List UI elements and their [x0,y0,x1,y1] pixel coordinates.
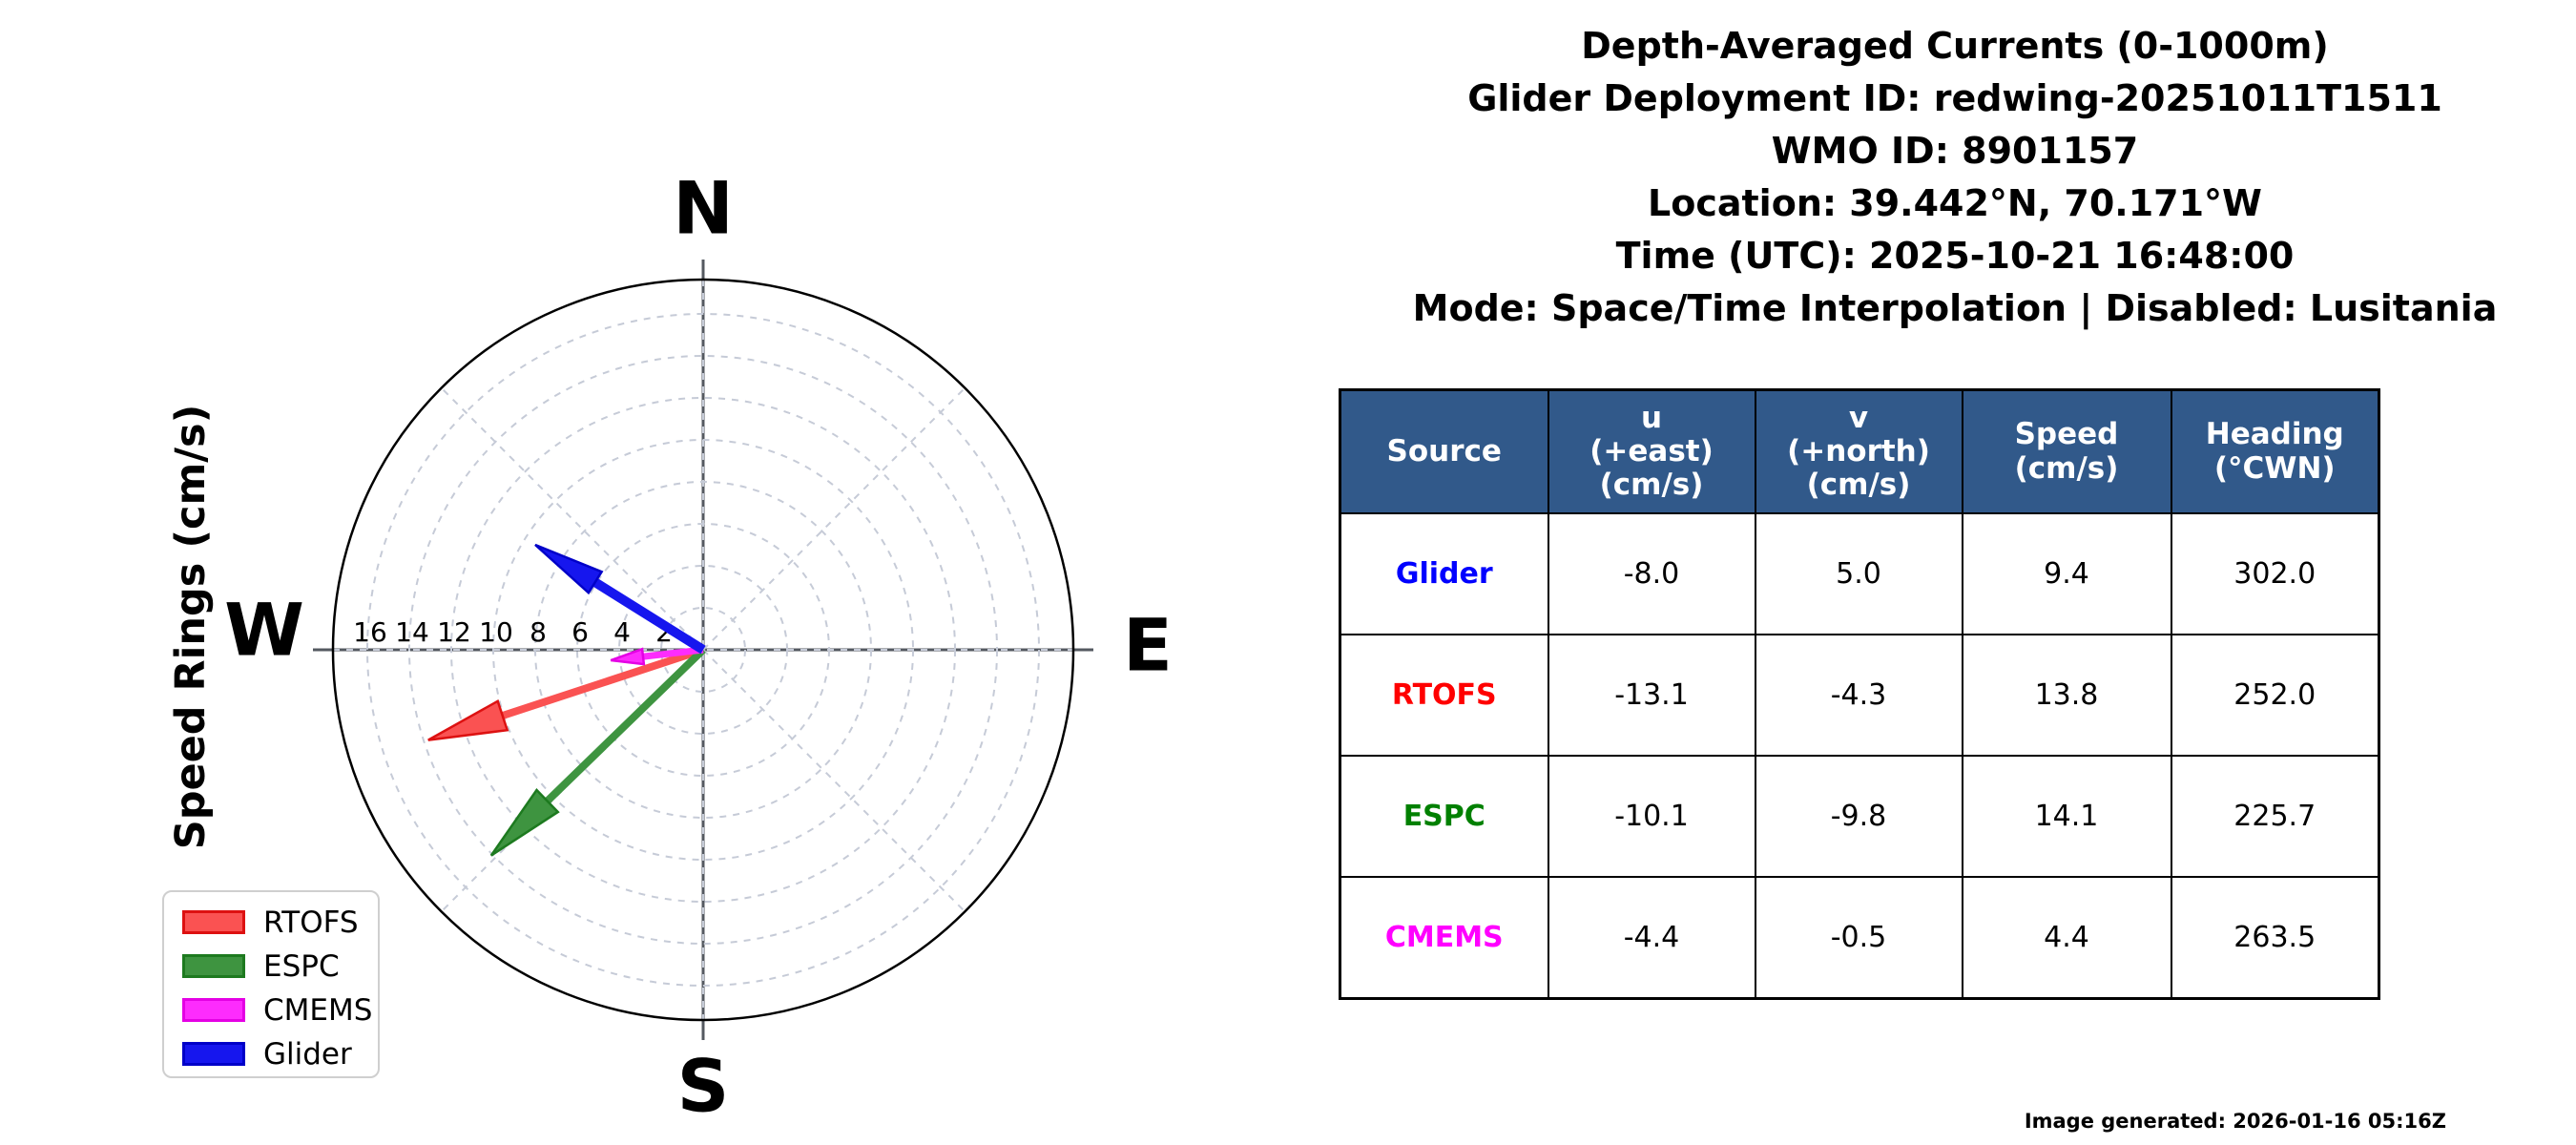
outer-circle [331,278,1075,1022]
diagonal-spoke-0 [702,649,966,913]
legend-item-glider: Glider [182,1036,378,1072]
row-cmems-speed: 4.4 [1961,876,2172,1000]
row-rtofs-heading: 252.0 [2170,634,2380,757]
ring-label-8: 8 [530,616,547,648]
legend-item-espc: ESPC [182,948,378,984]
header-heading: Heading (°CWN) [2170,388,2380,514]
legend-item-cmems: CMEMS [182,992,378,1028]
row-cmems-v: -0.5 [1754,876,1963,1000]
arrow-shaft-rtofs [467,646,705,731]
currents-table-wrap: Source u (+east) (cm/s) v (+north) (cm/s… [1339,388,2380,1000]
arrow-head-cmems [610,647,646,666]
row-rtofs-source: RTOFS [1339,634,1549,757]
row-espc-speed: 14.1 [1961,755,2172,878]
row-rtofs-speed: 13.8 [1961,634,2172,757]
row-glider-source: Glider [1339,512,1549,635]
ring-label-6: 6 [571,616,589,648]
arrow-head-glider [534,543,604,595]
diagonal-spoke-1 [702,386,966,651]
row-cmems-source: CMEMS [1339,876,1549,1000]
diagonal-spoke-2 [440,649,704,913]
arrow-head-rtofs [427,698,509,741]
title-line-6: Mode: Space/Time Interpolation | Disable… [1412,287,2498,329]
row-espc-heading: 225.7 [2170,755,2380,878]
compass-label-west: W [224,588,304,673]
row-glider-speed: 9.4 [1961,512,2172,635]
row-glider-u: -8.0 [1547,512,1756,635]
compass-label-east: E [1123,603,1173,688]
arrow-head-espc [489,788,560,857]
table-row: CMEMS -4.4 -0.5 4.4 263.5 [1339,876,2380,1000]
row-glider-heading: 302.0 [2170,512,2380,635]
ring-label-14: 14 [395,616,429,648]
legend-swatch-glider [182,1042,245,1066]
header-u: u (+east) (cm/s) [1547,388,1756,514]
speed-rings-axis-label: Speed Rings (cm/s) [167,404,215,850]
row-espc-u: -10.1 [1547,755,1756,878]
row-rtofs-v: -4.3 [1754,634,1963,757]
ring-label-4: 4 [613,616,631,648]
row-cmems-u: -4.4 [1547,876,1756,1000]
speed-ring-12 [450,397,956,903]
legend-label-rtofs: RTOFS [263,905,359,940]
row-rtofs-u: -13.1 [1547,634,1756,757]
speed-ring-14 [408,355,998,945]
legend-item-rtofs: RTOFS [182,905,378,940]
title-line-1: Depth-Averaged Currents (0-1000m) [1581,25,2329,67]
header-v: v (+north) (cm/s) [1754,388,1963,514]
title-line-3: WMO ID: 8901157 [1771,130,2139,172]
ring-label-10: 10 [479,616,513,648]
legend: RTOFS ESPC CMEMS Glider [162,890,380,1078]
row-glider-v: 5.0 [1754,512,1963,635]
legend-swatch-cmems [182,998,245,1022]
title-block: Depth-Averaged Currents (0-1000m) Glider… [1334,20,2576,335]
table-row: RTOFS -13.1 -4.3 13.8 252.0 [1339,634,2380,757]
legend-swatch-espc [182,954,245,978]
diagonal-spoke-3 [440,386,704,651]
table-header-row: Source u (+east) (cm/s) v (+north) (cm/s… [1339,388,2380,514]
title-line-5: Time (UTC): 2025-10-21 16:48:00 [1615,235,2295,277]
row-espc-v: -9.8 [1754,755,1963,878]
legend-label-espc: ESPC [263,948,340,984]
table-row: Glider -8.0 5.0 9.4 302.0 [1339,512,2380,635]
row-espc-source: ESPC [1339,755,1549,878]
row-cmems-heading: 263.5 [2170,876,2380,1000]
title-line-2: Glider Deployment ID: redwing-20251011T1… [1467,77,2442,119]
generation-timestamp: Image generated: 2026-01-16 05:16Z [2024,1110,2446,1133]
title-line-4: Location: 39.442°N, 70.171°W [1648,182,2262,224]
header-source: Source [1339,388,1549,514]
legend-swatch-rtofs [182,910,245,934]
table-row: ESPC -10.1 -9.8 14.1 225.7 [1339,755,2380,878]
currents-table: Source u (+east) (cm/s) v (+north) (cm/s… [1339,388,2380,1000]
compass-label-north: N [673,166,734,251]
legend-label-cmems: CMEMS [263,992,373,1028]
legend-label-glider: Glider [263,1036,352,1072]
speed-ring-16 [366,313,1040,987]
compass-label-south: S [677,1044,730,1129]
ring-label-16: 16 [353,616,387,648]
header-speed: Speed (cm/s) [1961,388,2172,514]
arrow-shaft-espc [519,647,706,829]
speed-ring-2 [660,607,746,693]
ring-label-12: 12 [437,616,471,648]
